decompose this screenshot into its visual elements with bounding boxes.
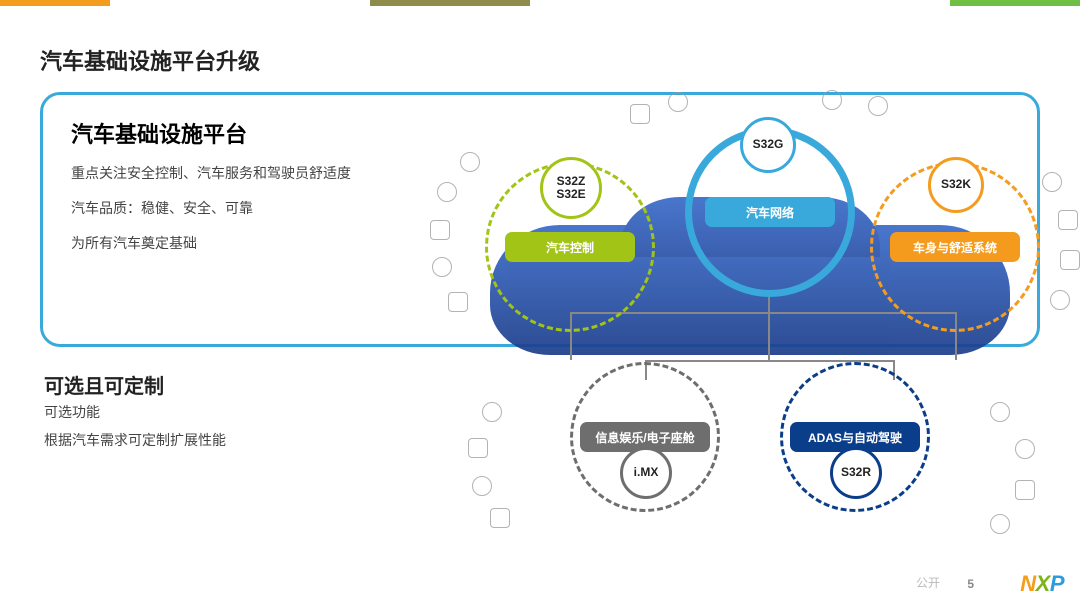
peripheral-icon	[868, 96, 888, 116]
page-title: 汽车基础设施平台升级	[40, 44, 260, 76]
footer-public: 公开	[916, 574, 940, 591]
cluster-network: 汽车网络S32G	[685, 127, 855, 297]
custom-line-1: 根据汽车需求可定制扩展性能	[44, 430, 226, 450]
peripheral-icon	[630, 104, 650, 124]
connector	[768, 297, 770, 362]
brand-logo: NXP	[1020, 571, 1064, 597]
label-control: 汽车控制	[505, 232, 635, 262]
chip-ivi: i.MX	[620, 447, 672, 499]
top-stripe	[0, 0, 1080, 6]
peripheral-icon	[668, 92, 688, 112]
footer-page-number: 5	[967, 577, 974, 591]
peripheral-icon	[430, 220, 450, 240]
peripheral-icon	[437, 182, 457, 202]
cluster-control: 汽车控制S32Z S32E	[485, 162, 655, 332]
chip-network: S32G	[740, 117, 796, 173]
cluster-ivi: 信息娱乐/电子座舱i.MX	[570, 362, 720, 512]
peripheral-icon	[1058, 210, 1078, 230]
label-network: 汽车网络	[705, 197, 835, 227]
custom-line-0: 可选功能	[44, 402, 100, 422]
chip-body: S32K	[928, 157, 984, 213]
cluster-adas: ADAS与自动驾驶S32R	[780, 362, 930, 512]
chip-control: S32Z S32E	[540, 157, 602, 219]
peripheral-icon	[432, 257, 452, 277]
custom-title: 可选且可定制	[44, 370, 164, 399]
peripheral-icon	[448, 292, 468, 312]
peripheral-icon	[482, 402, 502, 422]
peripheral-icon	[472, 476, 492, 496]
label-body: 车身与舒适系统	[890, 232, 1020, 262]
peripheral-icon	[1050, 290, 1070, 310]
cluster-body: 车身与舒适系统S32K	[870, 162, 1040, 332]
chip-adas: S32R	[830, 447, 882, 499]
architecture-diagram: 汽车控制S32Z S32E汽车网络S32G车身与舒适系统S32K信息娱乐/电子座…	[430, 92, 1070, 532]
peripheral-icon	[1042, 172, 1062, 192]
peripheral-icon	[1015, 439, 1035, 459]
peripheral-icon	[1015, 480, 1035, 500]
peripheral-icon	[1060, 250, 1080, 270]
peripheral-icon	[990, 514, 1010, 534]
peripheral-icon	[990, 402, 1010, 422]
peripheral-icon	[822, 90, 842, 110]
peripheral-icon	[490, 508, 510, 528]
peripheral-icon	[468, 438, 488, 458]
peripheral-icon	[460, 152, 480, 172]
